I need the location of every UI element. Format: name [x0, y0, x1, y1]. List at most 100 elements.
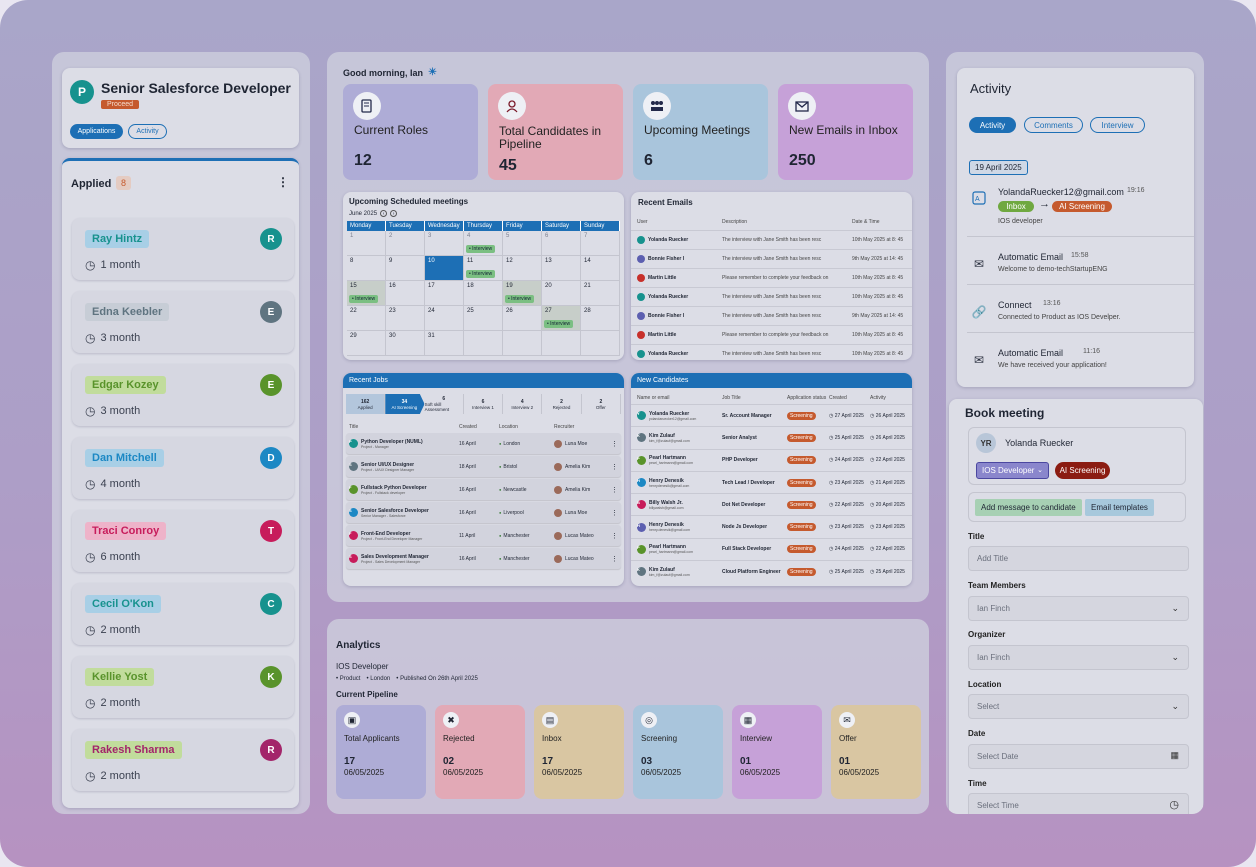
- calendar-day[interactable]: 27 • Interview: [542, 306, 581, 331]
- calendar-day[interactable]: 4 • Interview: [464, 231, 503, 256]
- candidate-card[interactable]: Dan Mitchell D ◷ 4 month: [72, 437, 294, 499]
- interview-tag[interactable]: • Interview: [349, 295, 379, 303]
- calendar-day[interactable]: 21: [581, 281, 620, 306]
- team-members-select[interactable]: Ian Finch ⌄: [968, 596, 1189, 621]
- tab-activity[interactable]: Activity: [128, 124, 167, 139]
- row-menu-icon[interactable]: ⋮: [611, 532, 618, 540]
- pipeline-card[interactable]: ◎ Screening 03 06/05/2025: [633, 705, 723, 799]
- calendar-day[interactable]: 18: [464, 281, 503, 306]
- calendar-day[interactable]: 25: [464, 306, 503, 331]
- stage-tab[interactable]: 6 Interview 1: [464, 394, 504, 414]
- calendar-day[interactable]: 20: [542, 281, 581, 306]
- stat-upcoming-meetings[interactable]: Upcoming Meetings 6: [633, 84, 768, 180]
- stage-tab[interactable]: 2 Rejected: [542, 394, 582, 414]
- new-candidate-row[interactable]: K Kim Zulauf kim_f@zulauf@gmail.com Senior …: [631, 426, 912, 448]
- add-message-button[interactable]: Add message to candidate: [975, 499, 1082, 516]
- candidate-name[interactable]: Ray Hintz: [85, 230, 150, 248]
- new-candidate-row[interactable]: H Henry Denesik henrydenesik@gmail.com Tech…: [631, 470, 912, 493]
- calendar-day[interactable]: 15 • Interview: [347, 281, 386, 306]
- stat-total-candidates[interactable]: Total Candidates in Pipeline 45: [488, 84, 623, 180]
- title-input[interactable]: Add Title: [968, 546, 1189, 571]
- stage-tab[interactable]: 6 Soft skill Assessment: [425, 394, 464, 414]
- column-menu-icon[interactable]: ⋮: [277, 175, 289, 189]
- row-menu-icon[interactable]: ⋮: [611, 463, 618, 471]
- job-row[interactable]: S Sales Development Manager Project - Sale…: [346, 548, 621, 569]
- tab-applications[interactable]: Applications: [70, 124, 123, 139]
- candidate-card[interactable]: Rakesh Sharma R ◷ 2 month: [72, 729, 294, 791]
- candidate-card[interactable]: Traci Conroy T ◷ 6 month: [72, 510, 294, 572]
- email-row[interactable]: Martin Little Please remember to complete…: [631, 325, 912, 344]
- prev-month-icon[interactable]: ‹: [380, 210, 388, 217]
- calendar-day[interactable]: 12: [503, 256, 542, 281]
- candidate-name[interactable]: Dan Mitchell: [85, 449, 164, 467]
- calendar-day[interactable]: 28: [581, 306, 620, 331]
- job-row[interactable]: S Senior UI/UX Designer Project - UI/UX De…: [346, 456, 621, 477]
- stage-tab[interactable]: 2 Offer: [582, 394, 621, 414]
- calendar-day[interactable]: 3: [425, 231, 464, 256]
- next-month-icon[interactable]: ›: [390, 210, 398, 217]
- calendar-day[interactable]: 26: [503, 306, 542, 331]
- interview-tag[interactable]: • Interview: [466, 245, 496, 253]
- pipeline-card[interactable]: ▣ Total Applicants 17 06/05/2025: [336, 705, 426, 799]
- email-row[interactable]: Yolanda Ruecker The interview with Jane S…: [631, 230, 912, 249]
- candidate-name[interactable]: Traci Conroy: [85, 522, 167, 540]
- calendar-day[interactable]: 9: [386, 256, 425, 281]
- activity-tab-activity[interactable]: Activity: [969, 117, 1016, 133]
- calendar-day[interactable]: 17: [425, 281, 464, 306]
- date-input[interactable]: Select Date ▦: [968, 744, 1189, 769]
- interview-tag[interactable]: • Interview: [466, 270, 496, 278]
- pipeline-card[interactable]: ✉ Offer 01 06/05/2025: [831, 705, 921, 799]
- calendar-day[interactable]: 1: [347, 231, 386, 256]
- calendar-day[interactable]: 13: [542, 256, 581, 281]
- pipeline-card[interactable]: ▤ Inbox 17 06/05/2025: [534, 705, 624, 799]
- new-candidate-row[interactable]: Y Yolanda Ruecker yolandaruecker12@gmail.c…: [631, 404, 912, 426]
- calendar-day[interactable]: 5: [503, 231, 542, 256]
- new-candidate-row[interactable]: P Pearl Hartmann pearl_hartmann@gmail.com F…: [631, 537, 912, 560]
- calendar-day[interactable]: 19 • Interview: [503, 281, 542, 306]
- row-menu-icon[interactable]: ⋮: [611, 509, 618, 517]
- location-select[interactable]: Select ⌄: [968, 694, 1189, 719]
- job-row[interactable]: S Senior Salesforce Developer Senior Manag…: [346, 502, 621, 523]
- calendar-day[interactable]: 31: [425, 331, 464, 356]
- organizer-select[interactable]: Ian Finch ⌄: [968, 645, 1189, 670]
- clock-icon[interactable]: ◷: [1169, 799, 1179, 811]
- new-candidate-row[interactable]: K Kim Zulauf kim_f@zulauf@gmail.com Cloud P…: [631, 560, 912, 582]
- new-candidate-row[interactable]: H Henry Denesik henry.denesik@gmail.com Nod…: [631, 515, 912, 537]
- candidate-name[interactable]: Kellie Yost: [85, 668, 155, 686]
- new-candidate-row[interactable]: P Pearl Hartmann pearl_hartmann@gmail.com P…: [631, 448, 912, 471]
- email-row[interactable]: Bonnie Fisher I The interview with Jane S…: [631, 306, 912, 325]
- pipeline-card[interactable]: ✖ Rejected 02 06/05/2025: [435, 705, 525, 799]
- calendar-day[interactable]: 29: [347, 331, 386, 356]
- calendar-day[interactable]: 14: [581, 256, 620, 281]
- calendar-day[interactable]: 2: [386, 231, 425, 256]
- candidate-name[interactable]: Edgar Kozey: [85, 376, 166, 394]
- calendar-day[interactable]: 7: [581, 231, 620, 256]
- email-row[interactable]: Bonnie Fisher I The interview with Jane S…: [631, 249, 912, 268]
- candidate-name[interactable]: Edna Keebler: [85, 303, 170, 321]
- candidate-card[interactable]: Kellie Yost K ◷ 2 month: [72, 656, 294, 718]
- calendar-day[interactable]: 24: [425, 306, 464, 331]
- job-row[interactable]: P Python Developer (NUML) Project - Manage…: [346, 433, 621, 454]
- time-input[interactable]: Select Time ◷: [968, 793, 1189, 814]
- row-menu-icon[interactable]: ⋮: [611, 486, 618, 494]
- calendar-day[interactable]: 6: [542, 231, 581, 256]
- email-row[interactable]: Yolanda Ruecker The interview with Jane S…: [631, 287, 912, 306]
- calendar-day[interactable]: 10: [425, 256, 464, 281]
- candidate-name[interactable]: Rakesh Sharma: [85, 741, 182, 759]
- email-templates-button[interactable]: Email templates: [1085, 499, 1154, 516]
- job-row[interactable]: F Fullstack Python Developer Project - Ful…: [346, 479, 621, 500]
- calendar-icon[interactable]: ▦: [1170, 750, 1179, 760]
- calendar-day[interactable]: 23: [386, 306, 425, 331]
- role-select[interactable]: IOS Developer ⌄: [976, 462, 1049, 479]
- calendar-day[interactable]: 22: [347, 306, 386, 331]
- calendar-day[interactable]: 16: [386, 281, 425, 306]
- email-row[interactable]: Martin Little Please remember to complete…: [631, 268, 912, 287]
- activity-tab-interview[interactable]: Interview: [1090, 117, 1145, 133]
- email-row[interactable]: Yolanda Ruecker The interview with Jane S…: [631, 344, 912, 360]
- candidate-name[interactable]: Cecil O'Kon: [85, 595, 161, 613]
- calendar-day[interactable]: 8: [347, 256, 386, 281]
- stage-tab[interactable]: 34 AI Screening: [385, 394, 425, 414]
- candidate-card[interactable]: Cecil O'Kon C ◷ 2 month: [72, 583, 294, 645]
- candidate-card[interactable]: Edgar Kozey E ◷ 3 month: [72, 364, 294, 426]
- interview-tag[interactable]: • Interview: [505, 295, 535, 303]
